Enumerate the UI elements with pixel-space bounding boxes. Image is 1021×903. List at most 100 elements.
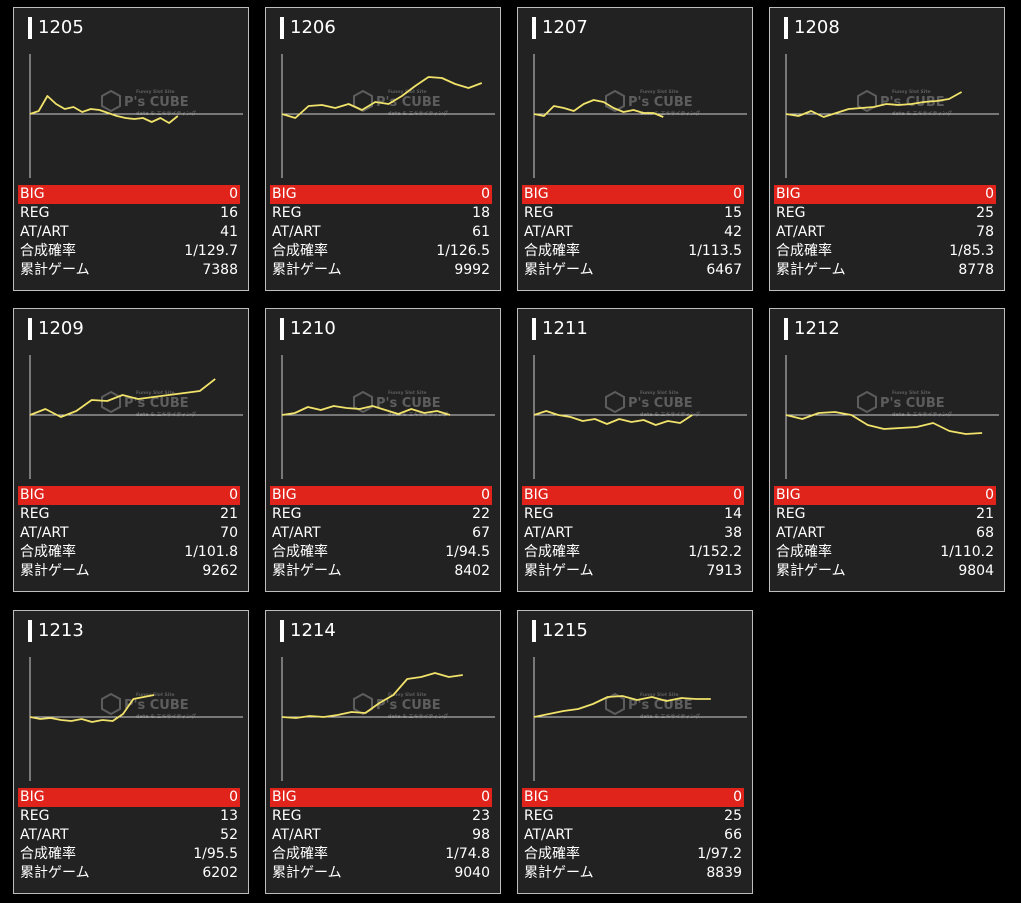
- stat-label: 合成確率: [272, 243, 328, 259]
- watermark-tagline-top: Funny Slot Site: [892, 390, 931, 396]
- stat-row-combined-rate: 合成確率 1/126.5: [270, 242, 492, 261]
- machine-number-marker: [28, 620, 32, 642]
- stat-row-big: BIG 0: [774, 185, 996, 204]
- cube-logo-icon: [605, 692, 625, 716]
- stat-row-at-art: AT/ART 66: [522, 826, 744, 845]
- stat-value: 9992: [454, 262, 490, 278]
- stat-value: 98: [472, 827, 490, 843]
- machine-number-marker: [28, 17, 32, 39]
- stat-row-combined-rate: 合成確率 1/74.8: [270, 845, 492, 864]
- stat-value: 8402: [454, 563, 490, 579]
- stat-row-at-art: AT/ART 98: [270, 826, 492, 845]
- stat-value: 66: [724, 827, 742, 843]
- watermark-brand: P's CUBE: [124, 396, 189, 411]
- stat-value: 18: [472, 205, 490, 221]
- stat-row-big: BIG 0: [522, 486, 744, 505]
- stat-label: 合成確率: [20, 544, 76, 560]
- stat-row-at-art: AT/ART 41: [18, 223, 240, 242]
- machine-number: 1205: [38, 17, 84, 38]
- machine-card[interactable]: 1210 P's CUBE Funny Slot Site data & エキサイティ…: [265, 308, 501, 592]
- machine-stats: BIG 0 REG 15 AT/ART 42 合成確率 1/113.5 累計ゲーム 6467: [522, 185, 744, 280]
- slump-line: [785, 411, 983, 435]
- stat-value: 70: [220, 525, 238, 541]
- stat-label: 累計ゲーム: [524, 262, 594, 278]
- machine-number: 1212: [794, 318, 840, 339]
- cube-logo-icon: [605, 390, 625, 414]
- stat-row-reg: REG 21: [18, 505, 240, 524]
- machine-card[interactable]: 1215 P's CUBE Funny Slot Site data & エキサイティ…: [517, 610, 753, 894]
- slump-line: [533, 99, 664, 118]
- stat-label: AT/ART: [272, 525, 321, 541]
- stat-value: 78: [976, 224, 994, 240]
- stat-row-big: BIG 0: [270, 185, 492, 204]
- machine-card[interactable]: 1213 P's CUBE Funny Slot Site data & エキサイティ…: [13, 610, 249, 894]
- stat-row-reg: REG 25: [774, 204, 996, 223]
- cube-logo-icon: [857, 390, 877, 414]
- stat-value: 9262: [202, 563, 238, 579]
- stat-label: REG: [776, 205, 806, 221]
- machine-card[interactable]: 1205 P's CUBE Funny Slot Site data & エキサイティ…: [13, 7, 249, 291]
- watermark-tagline-top: Funny Slot Site: [388, 692, 427, 698]
- stat-label: 累計ゲーム: [272, 865, 342, 881]
- watermark-brand: P's CUBE: [376, 95, 441, 110]
- stat-value: 1/85.3: [949, 243, 994, 259]
- machine-card[interactable]: 1206 P's CUBE Funny Slot Site data & エキサイティ…: [265, 7, 501, 291]
- stat-label: 合成確率: [524, 243, 580, 259]
- stat-value: 1/101.8: [184, 544, 238, 560]
- stat-label: REG: [524, 205, 554, 221]
- machine-number-marker: [28, 318, 32, 340]
- stat-value: 0: [733, 487, 742, 503]
- machine-card[interactable]: 1212 P's CUBE Funny Slot Site data & エキサイティ…: [769, 308, 1005, 592]
- stat-value: 52: [220, 827, 238, 843]
- stat-row-reg: REG 23: [270, 807, 492, 826]
- stat-value: 7388: [202, 262, 238, 278]
- stat-value: 21: [220, 506, 238, 522]
- machine-number-marker: [784, 17, 788, 39]
- machine-card[interactable]: 1211 P's CUBE Funny Slot Site data & エキサイティ…: [517, 308, 753, 592]
- stat-row-at-art: AT/ART 52: [18, 826, 240, 845]
- slump-line: [533, 695, 711, 718]
- cube-logo-icon: [605, 89, 625, 113]
- machine-card[interactable]: 1214 P's CUBE Funny Slot Site data & エキサイティ…: [265, 610, 501, 894]
- stat-row-total-games: 累計ゲーム 6467: [522, 261, 744, 280]
- machine-number: 1215: [542, 620, 588, 641]
- watermark-brand: P's CUBE: [880, 95, 945, 110]
- stat-label: AT/ART: [524, 827, 573, 843]
- watermark-brand: P's CUBE: [124, 95, 189, 110]
- machine-number: 1206: [290, 17, 336, 38]
- machine-stats: BIG 0 REG 21 AT/ART 70 合成確率 1/101.8 累計ゲーム 9262: [18, 486, 240, 581]
- stat-value: 25: [724, 808, 742, 824]
- stat-label: 累計ゲーム: [776, 563, 846, 579]
- stat-value: 1/94.5: [445, 544, 490, 560]
- stat-label: 合成確率: [20, 846, 76, 862]
- machine-card[interactable]: 1208 P's CUBE Funny Slot Site data & エキサイティ…: [769, 7, 1005, 291]
- watermark-tagline-top: Funny Slot Site: [892, 89, 931, 95]
- stat-row-at-art: AT/ART 78: [774, 223, 996, 242]
- watermark-tagline-top: Funny Slot Site: [640, 89, 679, 95]
- stat-label: AT/ART: [776, 224, 825, 240]
- stat-label: BIG: [20, 186, 45, 202]
- stat-label: 合成確率: [272, 846, 328, 862]
- stat-value: 6467: [706, 262, 742, 278]
- machine-number: 1209: [38, 318, 84, 339]
- stat-row-total-games: 累計ゲーム 7913: [522, 562, 744, 581]
- stat-row-total-games: 累計ゲーム 9804: [774, 562, 996, 581]
- stat-row-total-games: 累計ゲーム 9262: [18, 562, 240, 581]
- slump-line: [29, 95, 179, 124]
- watermark-brand: P's CUBE: [376, 698, 441, 713]
- machine-card[interactable]: 1207 P's CUBE Funny Slot Site data & エキサイティ…: [517, 7, 753, 291]
- slump-line: [785, 91, 963, 118]
- stat-label: REG: [20, 205, 50, 221]
- stat-label: BIG: [20, 789, 45, 805]
- stat-value: 1/152.2: [688, 544, 742, 560]
- stat-label: 合成確率: [524, 846, 580, 862]
- machine-card[interactable]: 1209 P's CUBE Funny Slot Site data & エキサイティ…: [13, 308, 249, 592]
- cube-logo-icon: [101, 390, 121, 414]
- stat-row-reg: REG 18: [270, 204, 492, 223]
- stat-value: 21: [976, 506, 994, 522]
- machine-number: 1211: [542, 318, 588, 339]
